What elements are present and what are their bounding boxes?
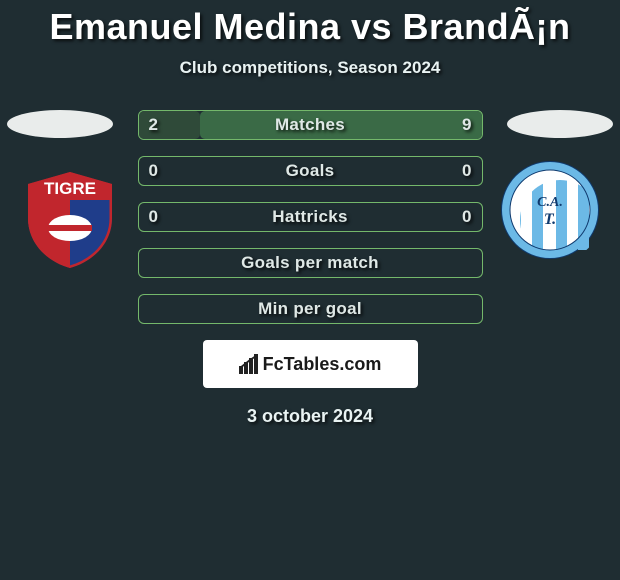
stat-row: Matches29 [138, 110, 483, 140]
stat-row: Hattricks00 [138, 202, 483, 232]
stat-label: Goals per match [139, 249, 482, 277]
team-logo-left: TIGRE [20, 170, 120, 270]
date: 3 october 2024 [0, 406, 620, 427]
stat-value-left: 0 [149, 203, 209, 231]
team-logo-right: C.A. T. [500, 160, 600, 260]
svg-text:TIGRE: TIGRE [44, 179, 96, 198]
fctables-badge: FcTables.com [203, 340, 418, 388]
player-photo-placeholder-left [7, 110, 113, 138]
stat-row: Goals00 [138, 156, 483, 186]
stat-value-right: 9 [412, 111, 472, 139]
svg-text:C.A.: C.A. [537, 195, 563, 210]
subtitle: Club competitions, Season 2024 [0, 58, 620, 78]
svg-text:T.: T. [544, 211, 556, 228]
bar-chart-icon [239, 354, 259, 374]
stat-value-left: 0 [149, 157, 209, 185]
player-photo-placeholder-right [507, 110, 613, 138]
fctables-label: FcTables.com [263, 354, 382, 375]
stat-rows: Matches29Goals00Hattricks00Goals per mat… [138, 110, 483, 324]
stat-row: Goals per match [138, 248, 483, 278]
stat-label: Min per goal [139, 295, 482, 323]
stat-value-right: 0 [412, 203, 472, 231]
stat-value-right: 0 [412, 157, 472, 185]
stat-value-left: 2 [149, 111, 209, 139]
page-title: Emanuel Medina vs BrandÃ¡n [0, 0, 620, 48]
comparison-block: TIGRE C.A. T. Matches29Goals00Hattricks0… [0, 110, 620, 324]
stat-row: Min per goal [138, 294, 483, 324]
